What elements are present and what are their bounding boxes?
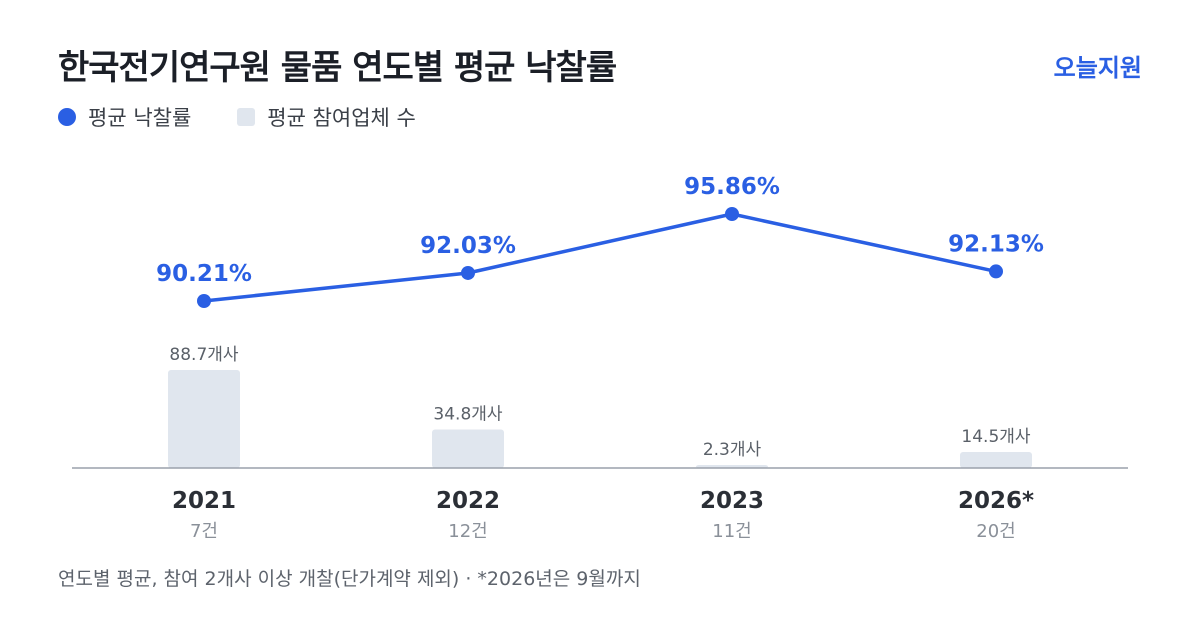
x-tick-label-year: 2021 [172,488,236,514]
rate-point [989,264,1003,279]
x-tick-label-count: 20건 [976,521,1015,542]
chart-legend: 평균 낙찰률 평균 참여업체 수 [58,102,462,132]
legend-dot-icon [58,108,76,126]
legend-item-bidders: 평균 참여업체 수 [237,102,416,132]
rate-value-label: 92.03% [420,233,516,259]
rate-line [203,212,997,303]
x-tick-label-year: 2026* [958,488,1034,514]
bar-bidders [432,429,504,468]
bar-bidders [960,451,1032,468]
bar-value-label: 2.3개사 [703,440,762,460]
brand-logo: 오늘지원 [1053,54,1142,82]
rate-point [461,265,475,280]
x-tick-label-count: 12건 [448,521,487,542]
x-tick-label-count: 11건 [712,521,751,542]
bar-bidders [168,370,240,468]
combo-chart: 88.7개사 34.8개사 2.3개사 14.5개사 90.21% 92.03% 95.86… [72,174,1128,542]
rate-value-label: 92.13% [948,231,1044,257]
rate-value-label: 90.21% [156,261,252,287]
bar-value-label: 34.8개사 [433,405,502,425]
x-tick-label-year: 2022 [436,488,500,514]
chart-title: 한국전기연구원 물품 연도별 평균 낙찰률 [58,48,617,88]
legend-item-rate: 평균 낙찰률 [58,102,191,132]
legend-label-rate: 평균 낙찰률 [88,106,192,130]
rate-point [197,294,211,308]
legend-square-icon [237,108,256,126]
rate-point [725,207,739,221]
legend-label-bidders: 평균 참여업체 수 [267,106,416,130]
chart-footnote: 연도별 평균, 참여 2개사 이상 개찰(단가계약 제외) · *2026년은 … [58,568,641,590]
x-tick-label-count: 7건 [190,521,218,542]
x-tick-label-year: 2023 [700,488,764,514]
bar-value-label: 14.5개사 [961,427,1030,447]
rate-value-label: 95.86% [684,174,780,200]
bar-value-label: 88.7개사 [169,345,238,365]
